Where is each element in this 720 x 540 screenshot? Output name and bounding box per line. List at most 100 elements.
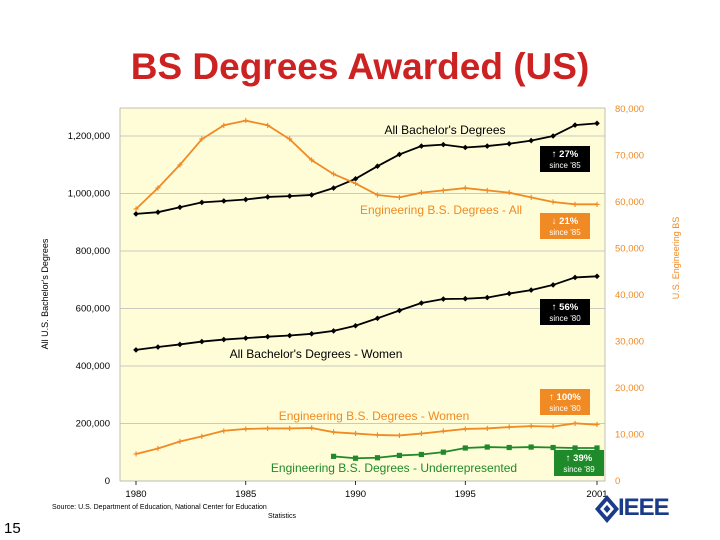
series-bachelors-women-point [264,333,271,340]
series-bachelors-women-point [528,287,534,293]
series-engineering-all-label: Engineering B.S. Degrees - All [360,203,522,217]
series-all-bachelors-point [550,133,556,139]
series-all-bachelors-point [199,199,205,206]
source-line-1: Source: U.S. Department of Education, Na… [52,504,267,511]
series-engineering-women-point: + [440,427,446,438]
series-all-bachelors-line [135,122,598,215]
series-all-bachelors-point [506,140,512,147]
series-engineering-all-point: + [550,198,556,209]
series-engineering-women-point: + [199,432,205,443]
series-all-bachelors-point [133,211,139,217]
y-tick-label-right: 80,000 [615,104,644,115]
series-all-bachelors-point [374,163,381,169]
series-bachelors-women-point [462,295,469,302]
y-tick-label-right: 60,000 [615,197,644,208]
series-bachelors-women-point [155,344,161,350]
series-all-bachelors-point [440,141,447,148]
y-tick-label-left: 200,000 [76,419,110,430]
series-engineering-women-point: + [133,450,139,461]
series-bachelors-women-point [133,347,139,353]
series-bachelors-women-point [440,296,447,302]
series-bachelors-women-point [484,294,491,301]
callout-box [554,450,604,476]
series-bachelors-women-point [550,282,556,288]
series-engineering-women-label: Engineering B.S. Degrees - Women [279,409,470,423]
source-line-2: Statistics [267,513,296,520]
callout-percent: ↑ 39% [566,453,593,464]
series-engineering-women-point: + [484,424,490,435]
source-note: Source: U.S. Department of Education, Na… [52,503,512,521]
x-tick-label: 2001 [586,489,607,500]
series-engineering-women-point: + [243,424,249,435]
callout-percent: ↑ 100% [549,392,581,403]
ieee-diamond-icon [595,495,619,523]
callout-since: since '80 [549,404,581,413]
series-engineering-underrepresented-point [374,455,381,461]
series-bachelors-women-point [308,331,315,337]
series-engineering-underrepresented-label: Engineering B.S. Degrees - Underrepresen… [271,461,517,475]
series-all-bachelors-point [352,176,359,182]
plot-area [119,107,606,482]
y-axis-title-left: All U.S. Bachelor's Degrees [40,238,50,349]
series-bachelors-women-point [396,307,403,314]
series-all-bachelors-point [484,143,491,149]
series-engineering-women-point: + [572,419,578,430]
series-bachelors-women-point [177,341,183,348]
y-tick-label-right: 0 [615,476,620,487]
series-engineering-all-point: + [572,200,578,211]
callout-percent: ↑ 27% [552,149,579,160]
callout-box [540,213,590,239]
series-engineering-women-point: + [550,422,556,433]
series-bachelors-women-point [330,328,337,334]
ieee-logo: IEEE [618,494,670,521]
series-engineering-all-point: + [418,188,424,199]
series-engineering-underrepresented-point [594,445,600,451]
x-tick-label: 1980 [125,489,146,500]
series-bachelors-women-point [242,335,249,341]
series-engineering-women-point: + [418,429,424,440]
series-all-bachelors-point [594,120,600,127]
series-engineering-women-point: + [528,422,534,433]
series-engineering-all-point: + [265,121,271,132]
series-engineering-underrepresented-point [440,449,446,455]
callout-box [540,299,590,325]
series-all-bachelors-point [177,204,183,211]
slide-title: BS Degrees Awarded (US) [130,46,590,87]
callout-since: since '80 [549,314,581,323]
series-bachelors-women-point [418,300,425,306]
series-all-bachelors-point [242,196,249,203]
y-tick-label-left: 1,000,000 [68,189,110,200]
series-engineering-women-point: + [353,429,359,440]
callout-box [540,389,590,415]
series-engineering-underrepresented-point [484,444,490,450]
callout-box [540,146,590,172]
series-engineering-women-point: + [375,430,381,441]
series-engineering-women-point: + [331,428,337,439]
series-all-bachelors-point [528,137,534,144]
series-engineering-all-point: + [177,160,183,171]
series-engineering-all-point: + [506,188,512,199]
series-engineering-women-point: + [221,426,227,437]
series-all-bachelors-point [286,193,293,199]
series-bachelors-women-point [374,315,381,322]
series-engineering-all-point: + [309,156,315,167]
series-engineering-all-line [135,119,597,210]
series-engineering-women-point: + [177,437,183,448]
series-engineering-all-point: + [331,170,337,181]
series-engineering-underrepresented-point [330,453,337,459]
series-engineering-all-point: + [353,179,359,190]
series-engineering-all-point: + [155,184,161,195]
series-bachelors-women-point [221,336,227,343]
series-all-bachelors-point [308,192,315,198]
series-all-bachelors-point [462,144,469,151]
y-tick-label-right: 20,000 [615,383,644,394]
series-engineering-all-point: + [397,193,403,204]
y-tick-label-right: 70,000 [615,151,644,162]
series-engineering-all-point: + [375,191,381,202]
callout-since: since '85 [549,228,581,237]
y-tick-label-left: 1,200,000 [68,131,110,142]
series-engineering-women-point: + [462,424,468,435]
callout-since: since '85 [549,161,581,170]
x-tick-label: 1990 [345,489,366,500]
series-all-bachelors-point [264,194,271,200]
